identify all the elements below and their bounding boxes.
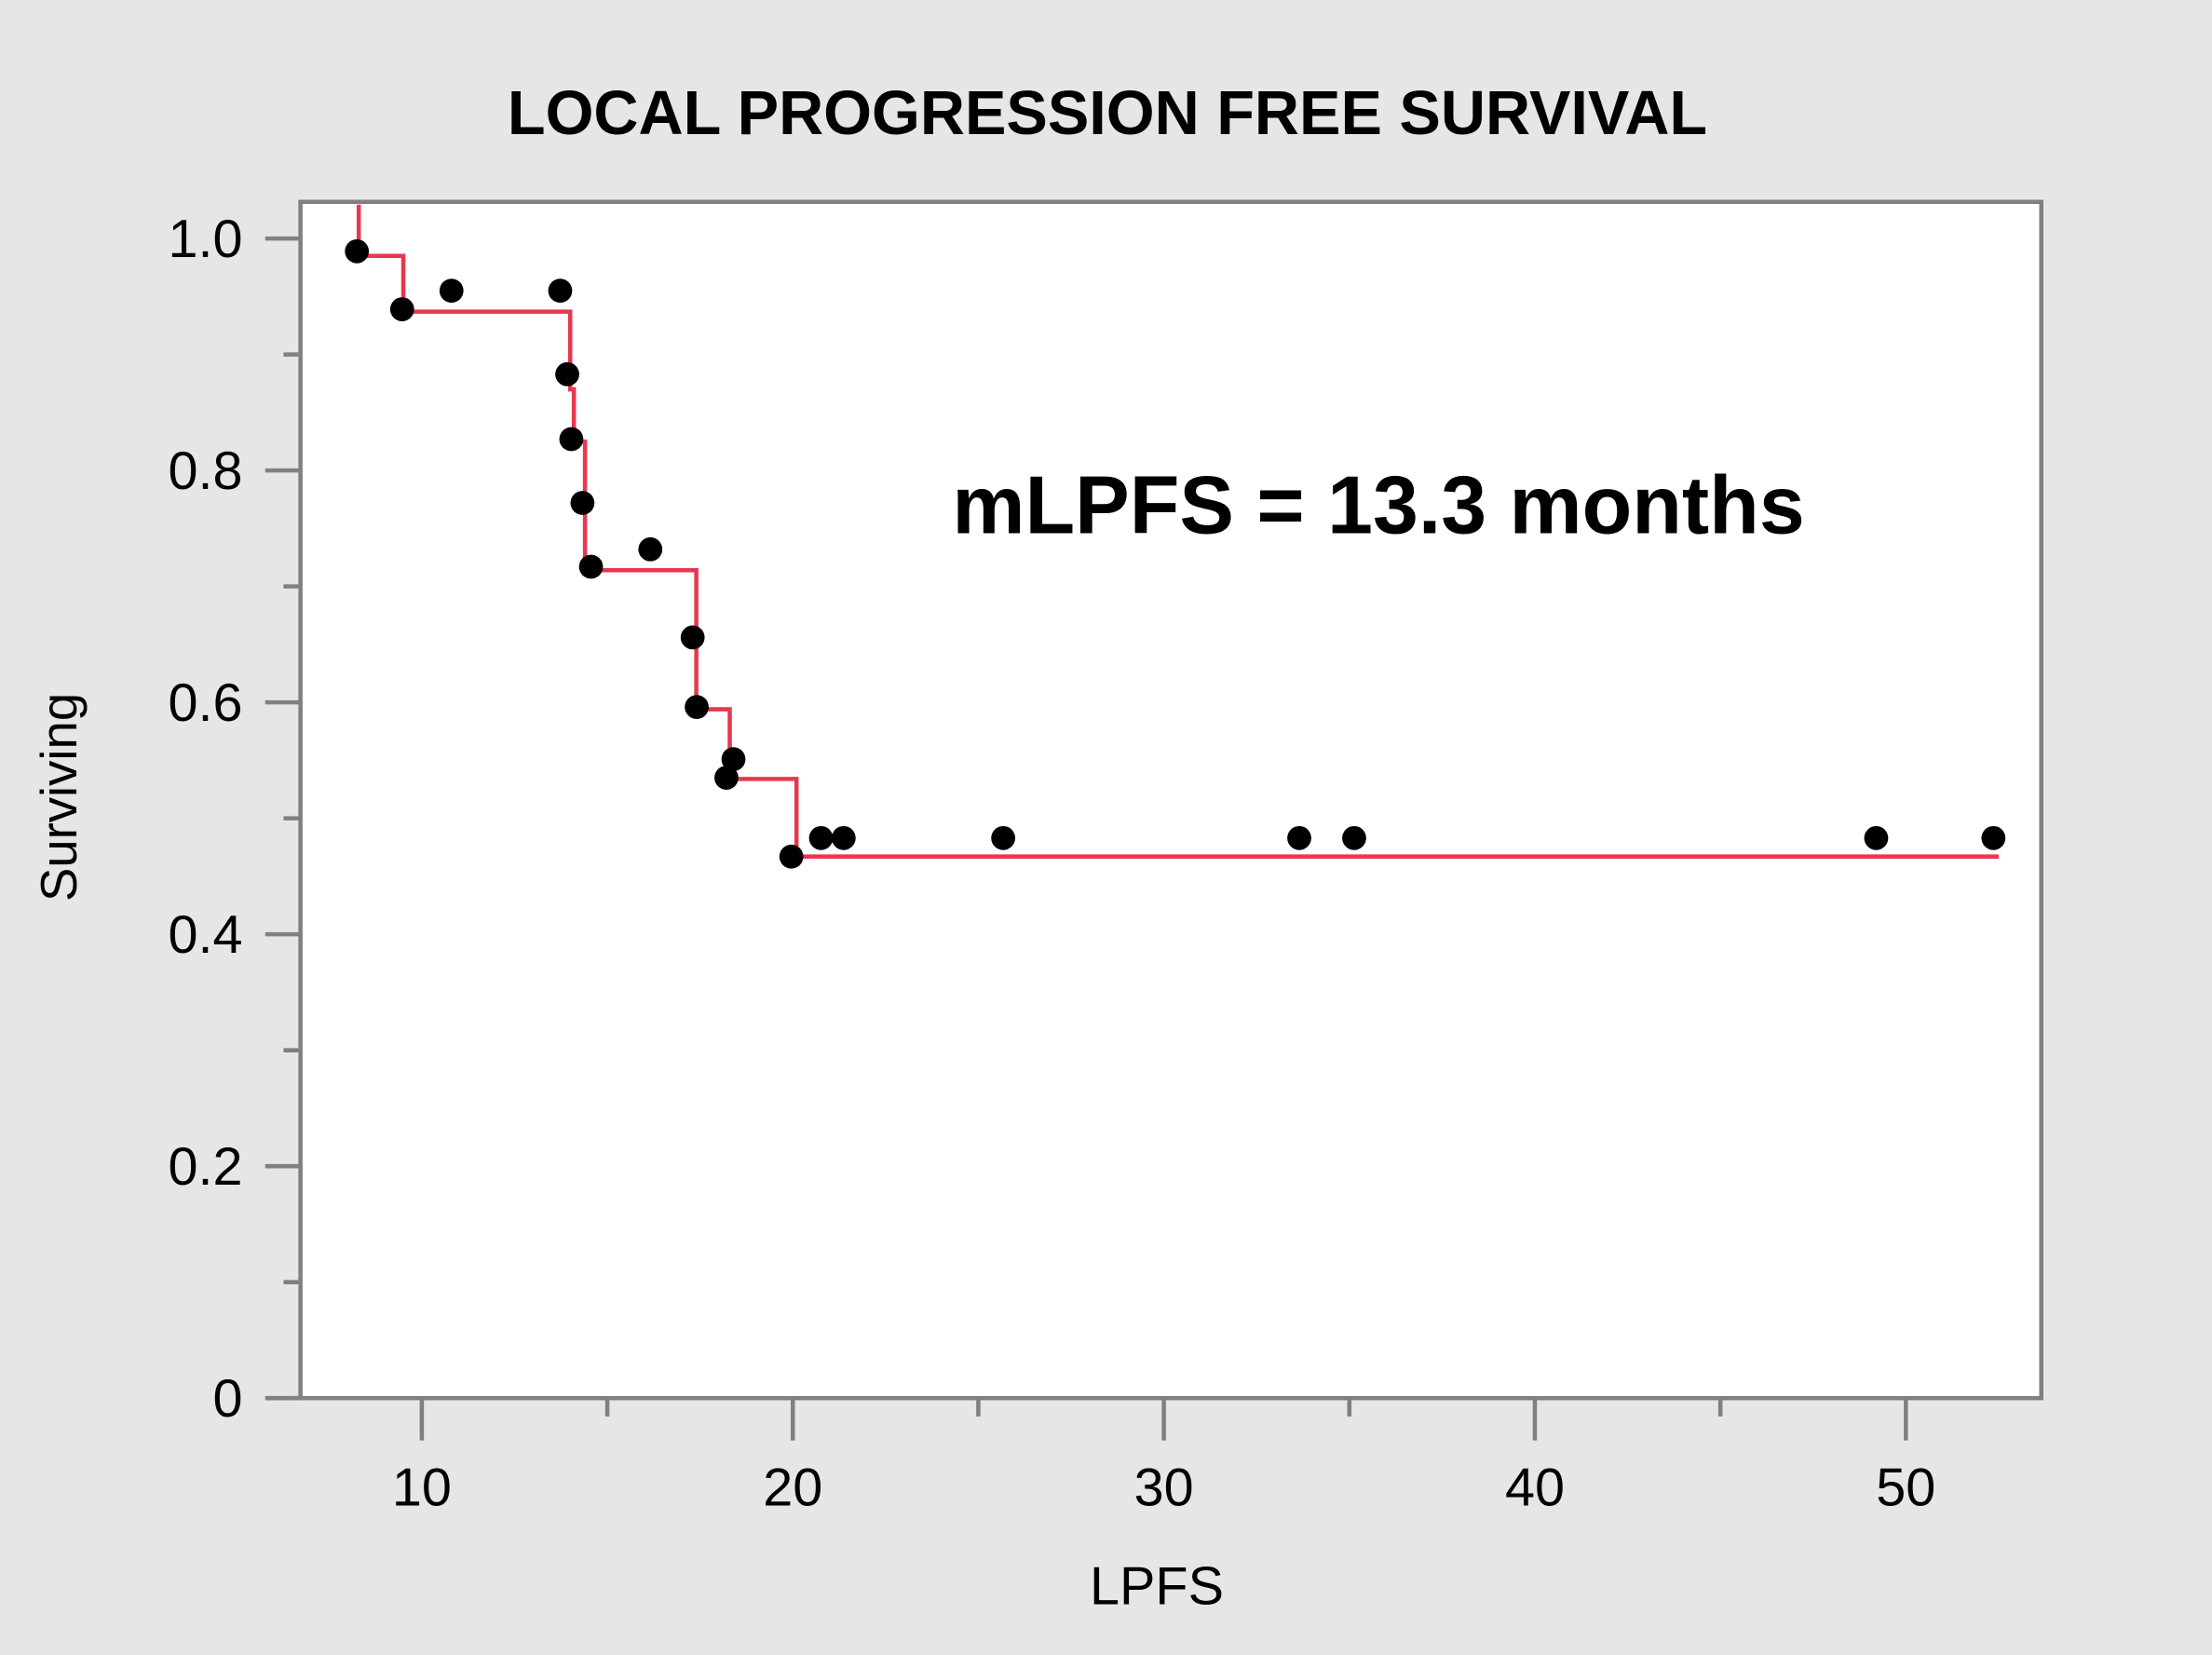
data-point [638,536,663,562]
data-point [779,844,804,869]
plot-area [298,199,2043,1401]
data-point [548,278,573,304]
x-tick-label: 40 [1505,1458,1565,1517]
data-point [559,427,584,452]
x-tick-label: 20 [763,1458,822,1517]
y-tick-label: 0.6 [169,673,243,733]
y-tick-label: 0.2 [169,1137,243,1197]
data-point [1342,825,1366,850]
data-point [831,825,856,850]
data-point [714,766,739,790]
data-point [555,361,579,387]
data-point [680,625,705,650]
chart-title: LOCAL PROGRESSION FREE SURVIVAL [508,79,1707,148]
x-axis-label: LPFS [1090,1556,1224,1616]
data-point [991,825,1015,850]
data-point [570,491,595,515]
x-tick-label: 30 [1134,1458,1194,1517]
y-tick-label: 0.4 [169,905,243,965]
data-point [1864,825,1889,850]
data-point [721,747,746,772]
survival-curve [356,204,1999,859]
y-tick-label: 0 [213,1369,243,1429]
median-annotation: mLPFS = 13.3 months [952,459,1804,551]
data-point [1287,825,1311,850]
y-tick-label: 0.8 [169,441,243,501]
data-point [345,238,370,264]
y-axis-label: Surviving [31,693,88,902]
data-point [578,554,604,579]
x-tick-label: 50 [1876,1458,1935,1517]
data-point [439,278,464,304]
data-point [1981,825,2006,850]
data-point [389,297,414,321]
data-point [685,695,709,720]
data-point [808,825,834,850]
y-tick-label: 1.0 [169,210,243,269]
x-tick-label: 10 [392,1458,452,1517]
